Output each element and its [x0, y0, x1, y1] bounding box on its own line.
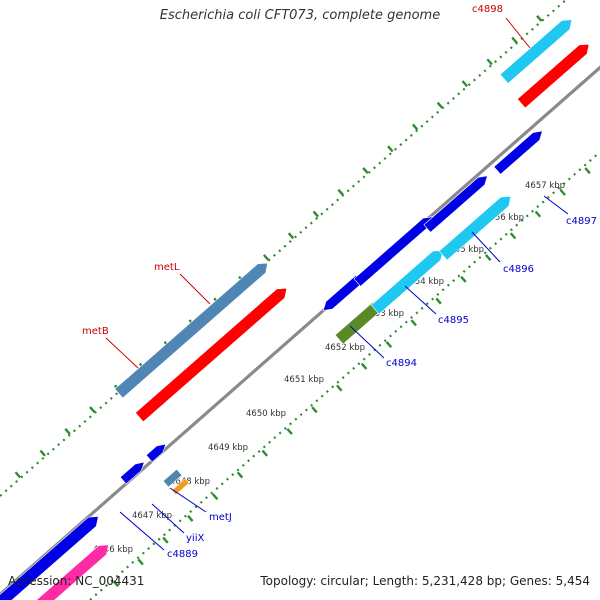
inner-major-tick: [435, 297, 442, 305]
outer-major-tick: [64, 427, 71, 435]
feature-c4898-cyan: [499, 19, 573, 84]
feature-c4898-red: [516, 43, 590, 109]
outer-major-tick: [387, 145, 394, 153]
inner-major-tick: [187, 515, 194, 522]
inner-major-tick: [211, 493, 219, 501]
feature-metL-metB-steel: [114, 262, 269, 399]
outer-major-tick: [536, 14, 543, 22]
gene-label[interactable]: metB: [82, 326, 109, 337]
inner-major-tick: [286, 428, 293, 435]
gene-leader-line: [471, 231, 501, 263]
accession-text: Accession: NC_004431: [8, 574, 145, 588]
gene-leader-line: [105, 337, 139, 369]
gene-leader-line: [349, 325, 385, 359]
inner-major-tick: [360, 362, 368, 370]
gene-leader-line: [543, 195, 569, 215]
gene-leader-line: [119, 511, 165, 551]
feature-metJ-blue: [119, 461, 145, 485]
ruler-label: 4656 kbp: [484, 213, 524, 223]
topology-summary: Topology: circular; Length: 5,231,428 bp…: [260, 574, 590, 588]
feature-orange-tiny: [171, 478, 190, 496]
inner-major-tick: [410, 319, 417, 327]
gene-label[interactable]: c4895: [438, 315, 469, 326]
ruler-label: 4647 kbp: [132, 511, 172, 521]
outer-major-tick: [39, 449, 46, 457]
outer-major-tick: [287, 232, 295, 240]
inner-major-tick: [137, 558, 144, 566]
gene-label[interactable]: c4889: [167, 549, 198, 560]
gene-label[interactable]: c4894: [386, 358, 417, 369]
ruler-label: 4649 kbp: [208, 443, 248, 453]
gene-label[interactable]: metL: [154, 262, 180, 273]
inner-major-tick: [236, 471, 244, 479]
gene-leader-line: [505, 17, 531, 49]
inner-major-tick: [261, 449, 268, 457]
inner-major-tick: [162, 536, 169, 544]
ruler-label: 4646 kbp: [93, 545, 133, 555]
feature-metL-metB-red: [134, 287, 288, 423]
outer-major-tick: [312, 210, 320, 218]
gene-label[interactable]: yiiX: [186, 533, 204, 544]
map-title: Escherichia coli CFT073, complete genome: [159, 8, 441, 23]
ruler-label: 4655 kbp: [444, 245, 484, 255]
gene-label[interactable]: c4897: [566, 216, 597, 227]
outer-major-tick: [362, 167, 369, 174]
feature-blue-long-b: [423, 175, 488, 233]
inner-major-tick: [534, 210, 542, 218]
feature-c4889-blue: [0, 516, 99, 600]
inner-major-tick: [385, 341, 393, 348]
ruler-label: 4653 kbp: [364, 309, 404, 319]
ruler-label: 4651 kbp: [284, 375, 324, 385]
gene-leader-line: [179, 273, 211, 305]
outer-major-tick: [461, 80, 469, 88]
inner-major-tick: [336, 384, 343, 392]
outer-major-tick: [511, 36, 518, 44]
inner-major-tick: [559, 188, 566, 196]
outer-major-tick: [262, 254, 270, 261]
feature-c4896-cyan: [438, 195, 512, 261]
gene-label[interactable]: metJ: [209, 512, 232, 523]
feature-steel-tiny: [162, 468, 183, 488]
inner-major-tick: [584, 167, 591, 175]
ruler-label: 4648 kbp: [170, 477, 210, 487]
gene-label[interactable]: c4898: [472, 4, 503, 15]
feature-c4895-cyan: [370, 249, 444, 315]
feature-c4889-pink: [35, 544, 109, 600]
feature-blue-tiny: [145, 443, 167, 463]
ruler-label: 4657 kbp: [525, 181, 565, 191]
inner-major-tick: [485, 254, 492, 262]
inner-major-tick: [509, 232, 517, 240]
outer-major-tick: [337, 188, 344, 196]
outer-major-tick: [486, 58, 493, 66]
inner-major-tick: [460, 275, 467, 283]
ruler-label: 4650 kbp: [246, 409, 286, 419]
outer-major-tick: [89, 406, 96, 414]
outer-major-tick: [14, 471, 22, 479]
inner-major-tick: [311, 406, 318, 414]
outer-major-tick: [411, 123, 419, 131]
gene-label[interactable]: c4896: [503, 264, 534, 275]
gene-leader-line: [151, 503, 185, 534]
gene-leader-line: [404, 285, 437, 315]
feature-blue-long-c: [493, 130, 543, 175]
inner-major-tick: [112, 580, 120, 588]
ruler-label: 4652 kbp: [325, 343, 365, 353]
outer-major-tick: [436, 101, 444, 109]
ruler-label: 4654 kbp: [404, 277, 444, 287]
gene-leader-line: [169, 487, 207, 513]
